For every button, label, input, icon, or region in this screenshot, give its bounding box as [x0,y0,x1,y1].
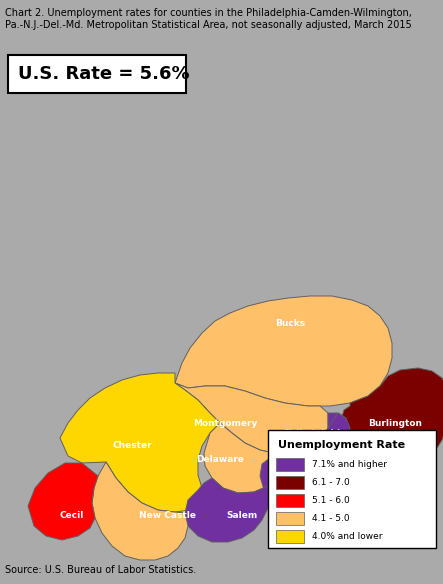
Text: Unemployment Rate: Unemployment Rate [278,440,405,450]
Text: Chart 2. Unemployment rates for counties in the Philadelphia-Camden-Wilmington,
: Chart 2. Unemployment rates for counties… [5,8,412,30]
Text: 6.1 - 7.0: 6.1 - 7.0 [312,478,350,487]
Text: Bucks: Bucks [275,318,305,328]
FancyBboxPatch shape [276,530,304,543]
Text: Camden: Camden [338,446,379,454]
Text: Delaware: Delaware [196,456,244,464]
Text: 7.1% and higher: 7.1% and higher [312,460,387,469]
Text: Gloucester: Gloucester [298,485,353,495]
FancyBboxPatch shape [276,458,304,471]
Text: 4.1 - 5.0: 4.1 - 5.0 [312,514,350,523]
FancyBboxPatch shape [8,55,186,93]
Text: New Castle: New Castle [140,512,197,520]
Text: 4.0% and lower: 4.0% and lower [312,532,382,541]
Text: U.S. Rate = 5.6%: U.S. Rate = 5.6% [18,65,190,83]
Text: Chester: Chester [112,442,152,450]
Text: Salem: Salem [226,512,258,520]
Polygon shape [278,413,350,465]
FancyBboxPatch shape [268,430,436,548]
Text: 5.1 - 6.0: 5.1 - 6.0 [312,496,350,505]
Text: Montgomery: Montgomery [193,419,257,427]
FancyBboxPatch shape [276,512,304,525]
Polygon shape [260,458,352,514]
Text: Cecil: Cecil [60,512,84,520]
Polygon shape [175,383,328,454]
Polygon shape [185,478,270,542]
Polygon shape [92,462,188,560]
Text: Burlington: Burlington [368,419,422,427]
Polygon shape [175,296,392,406]
Polygon shape [340,368,443,478]
Polygon shape [204,423,282,493]
FancyBboxPatch shape [276,494,304,507]
Text: Source: U.S. Bureau of Labor Statistics.: Source: U.S. Bureau of Labor Statistics. [5,565,196,575]
Text: Philadelphia: Philadelphia [284,429,346,437]
FancyBboxPatch shape [276,476,304,489]
Polygon shape [60,373,220,512]
Polygon shape [315,413,352,473]
Polygon shape [28,463,98,540]
